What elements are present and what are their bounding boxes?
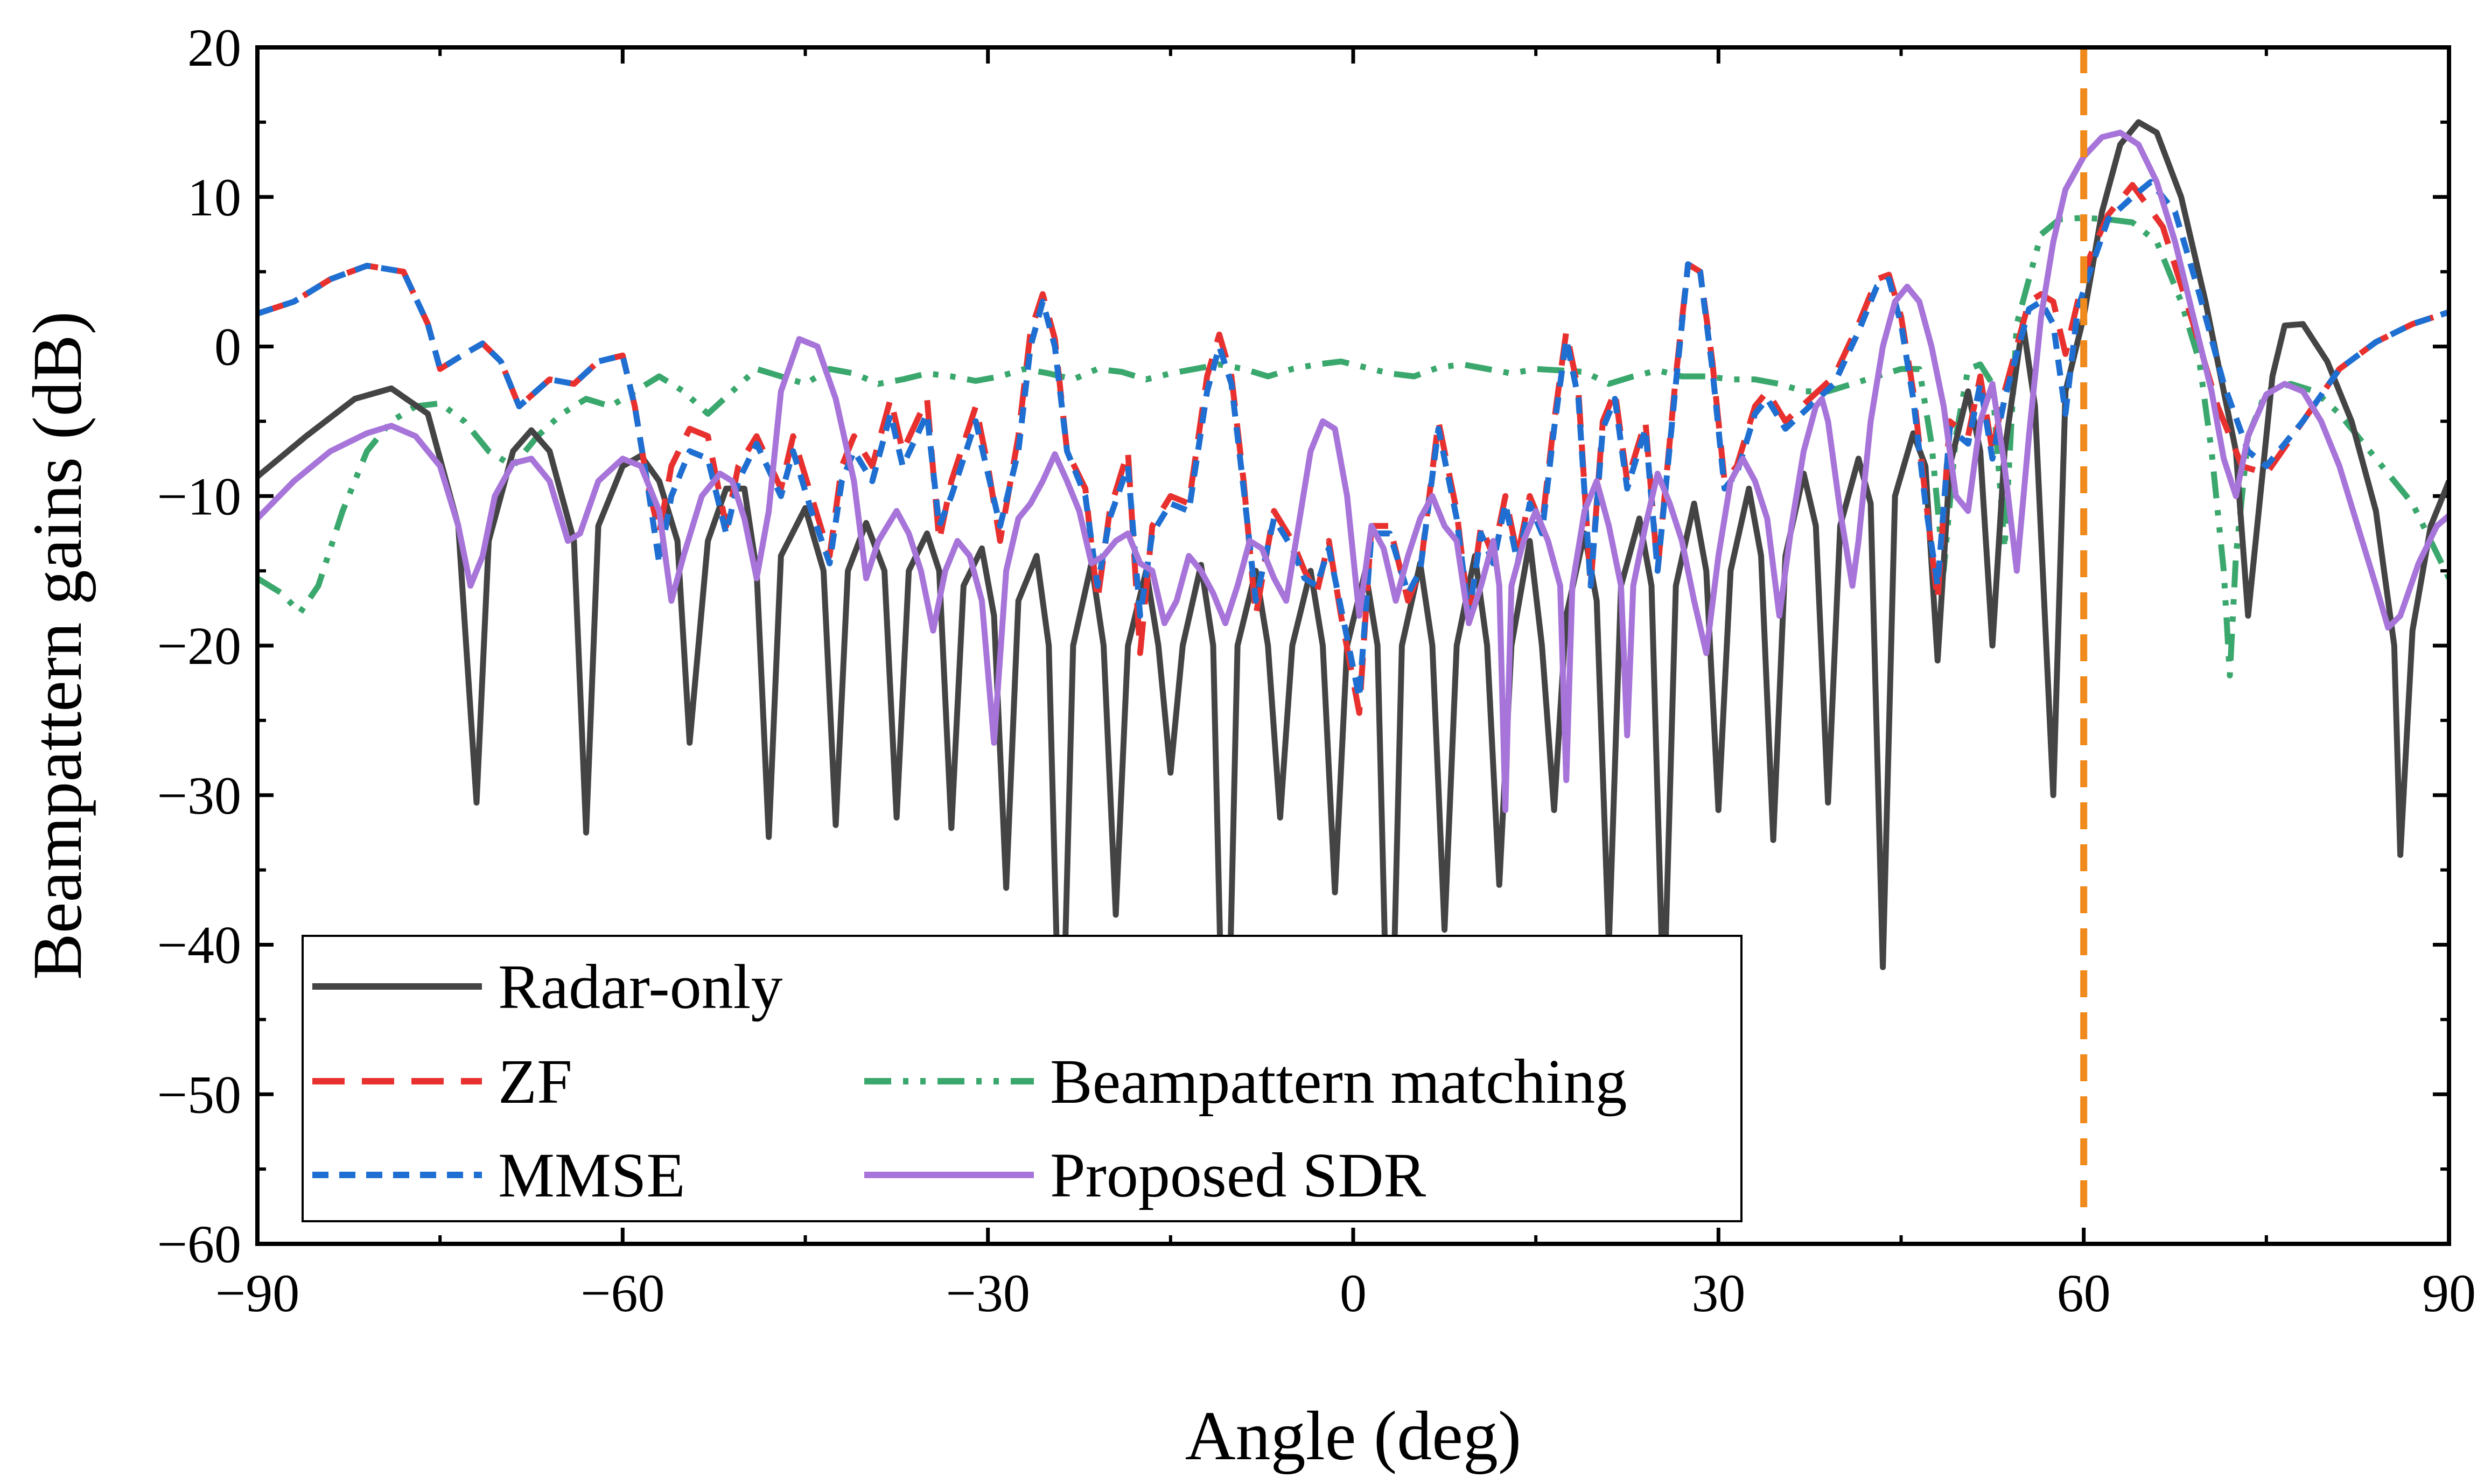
x-tick-label: 0 [1340,1263,1367,1323]
y-tick-label: −30 [157,766,241,825]
series-layer [257,119,2449,1172]
y-axis-ticks: −60 −50 −40 −30 −20 −10 0 10 20 [157,18,2449,1274]
series-line-radar-only [257,119,2449,1172]
y-tick-label: 20 [187,18,241,78]
legend-label-radar-only: Radar-only [498,951,782,1022]
y-tick-label: −10 [157,466,241,526]
y-tick-label: −50 [157,1065,241,1124]
series-line-mmse [257,179,2449,701]
series-line-beampattern-matching [257,215,2449,678]
y-tick-label: −60 [157,1214,241,1274]
y-tick-label: 0 [214,317,241,377]
x-tick-label: 30 [1691,1263,1745,1323]
legend-label-beampattern-matching: Beampattern matching [1050,1046,1627,1117]
x-tick-label: 60 [2057,1263,2111,1323]
y-axis-title: Beampattern gains (dB) [19,311,96,980]
series-line-proposed-sdr [257,129,2449,813]
plot-frame [255,45,2451,1246]
x-tick-label: −30 [946,1263,1030,1323]
x-axis-ticks: −90 −60 −30 0 30 60 90 [215,47,2476,1323]
x-axis-title: Angle (deg) [1185,1397,1521,1475]
legend-label-zf: ZF [498,1046,572,1117]
legend: Radar-only ZF Beampattern matching MMSE Prop… [302,935,1743,1222]
x-tick-label: −90 [215,1263,299,1323]
x-tick-label: −60 [580,1263,664,1323]
series-line-zf [257,182,2449,716]
y-tick-label: −20 [157,616,241,676]
y-tick-label: 10 [187,167,241,227]
y-tick-label: −40 [157,915,241,975]
legend-label-proposed-sdr: Proposed SDR [1050,1140,1426,1210]
legend-label-mmse: MMSE [498,1140,685,1210]
x-tick-label: 90 [2422,1263,2476,1323]
